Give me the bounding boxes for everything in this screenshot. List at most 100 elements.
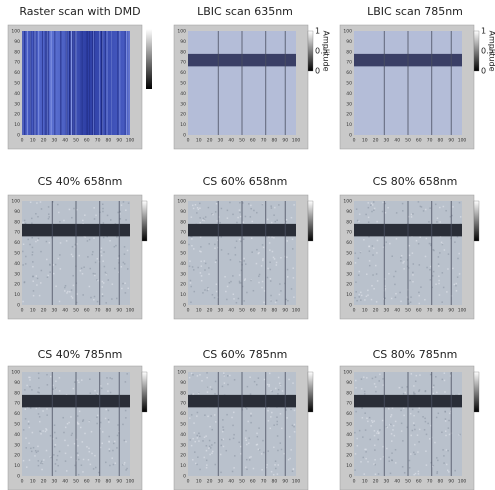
noise: [382, 384, 385, 386]
noise: [31, 254, 34, 256]
noise: [31, 236, 33, 239]
noise: [32, 280, 35, 282]
noise: [388, 407, 390, 410]
noise: [52, 201, 54, 203]
x-tick-label: 40: [228, 308, 234, 314]
x-tick-label: 70: [261, 479, 267, 485]
noise: [59, 268, 62, 270]
noise: [355, 208, 358, 210]
noise: [417, 242, 420, 245]
noise: [197, 456, 199, 458]
noise: [81, 379, 83, 381]
x-tick-label: 40: [394, 308, 400, 314]
y-tick-label: 60: [180, 70, 186, 76]
noise: [250, 279, 252, 282]
noise: [263, 378, 266, 381]
noise: [277, 376, 280, 379]
y-tick-label: 100: [343, 29, 352, 35]
noise: [411, 408, 414, 411]
noise: [28, 376, 30, 379]
noise: [199, 272, 202, 274]
noise: [117, 257, 120, 260]
noise: [77, 423, 79, 425]
noise: [266, 276, 269, 279]
noise: [190, 372, 193, 375]
x-tick-label: 30: [218, 479, 224, 485]
noise: [94, 261, 97, 264]
noise: [226, 298, 228, 301]
noise: [354, 431, 356, 434]
y-tick-label: 50: [346, 251, 352, 257]
noise: [270, 470, 273, 473]
noise: [365, 448, 367, 451]
noise: [125, 417, 127, 419]
noise: [198, 432, 200, 435]
panel-title: CS 60% 658nm: [203, 175, 288, 188]
x-tick-label: 20: [207, 479, 213, 485]
colorbar-tick: 0.5: [315, 47, 328, 56]
noise: [252, 289, 255, 292]
noise: [189, 260, 191, 262]
noise: [95, 214, 97, 217]
noise: [281, 390, 284, 392]
noise: [124, 292, 127, 294]
noise: [49, 264, 51, 266]
noise: [429, 373, 432, 376]
noise: [271, 236, 273, 238]
noise: [419, 374, 421, 376]
y-tick-label: 50: [180, 81, 186, 87]
noise: [441, 301, 443, 303]
colorbar-label: Amplitude: [488, 31, 495, 72]
noise: [108, 450, 111, 452]
noise: [231, 416, 233, 419]
noise: [362, 436, 364, 438]
y-tick-label: 90: [14, 209, 20, 215]
noise: [367, 289, 369, 292]
noise: [27, 238, 29, 241]
noise: [437, 256, 440, 258]
noise: [424, 390, 427, 393]
y-tick-label: 30: [14, 271, 20, 277]
noise: [374, 449, 376, 451]
y-tick-label: 80: [346, 390, 352, 396]
noise: [109, 239, 111, 242]
y-tick-label: 0: [17, 474, 20, 480]
x-tick-label: 80: [438, 479, 444, 485]
noise: [213, 296, 216, 299]
noise: [194, 451, 196, 453]
noise: [355, 410, 357, 413]
noise: [355, 387, 357, 389]
noise: [104, 417, 107, 420]
noise: [364, 448, 366, 451]
x-tick-label: 70: [95, 479, 101, 485]
noise: [203, 260, 206, 262]
y-tick-label: 10: [14, 463, 20, 469]
noise: [249, 216, 252, 218]
noise: [211, 444, 213, 446]
noise: [237, 216, 239, 219]
noise: [196, 206, 199, 209]
noise: [233, 379, 236, 381]
noise: [105, 302, 107, 304]
y-tick-label: 100: [11, 199, 20, 205]
x-tick-label: 70: [427, 138, 433, 144]
x-tick-label: 30: [384, 308, 390, 314]
noise: [367, 420, 369, 423]
noise: [125, 219, 127, 221]
noise: [239, 211, 241, 214]
noise: [217, 239, 219, 242]
noise: [285, 218, 288, 221]
y-tick-label: 0: [183, 474, 186, 480]
noise: [364, 429, 367, 431]
noise: [40, 433, 42, 435]
noise: [366, 273, 368, 275]
noise: [394, 449, 397, 451]
noise: [111, 377, 113, 380]
noise: [425, 433, 428, 436]
noise: [446, 469, 449, 472]
noise: [200, 279, 203, 282]
noise: [354, 296, 356, 299]
noise: [444, 411, 447, 413]
x-tick-label: 60: [84, 479, 90, 485]
noise: [64, 460, 67, 462]
